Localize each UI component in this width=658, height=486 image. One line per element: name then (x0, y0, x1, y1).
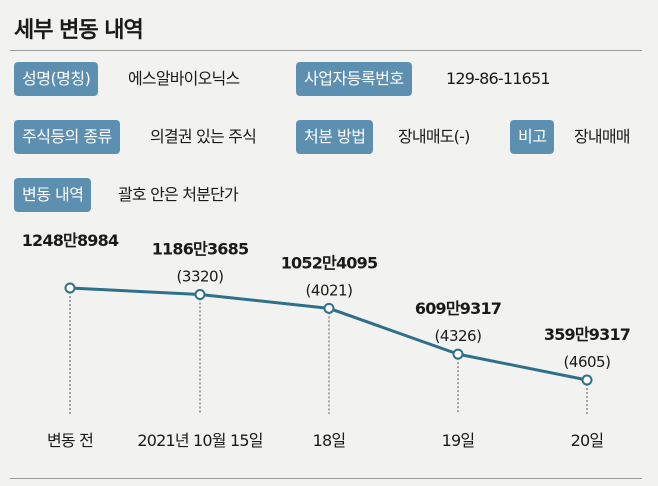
data-point (581, 374, 593, 386)
x-tick-label: 18일 (313, 431, 346, 450)
method-value: 장내매도(-) (398, 127, 470, 146)
bizno-value: 129-86-11651 (446, 69, 551, 88)
value-label: 1248만8984 (22, 231, 119, 250)
bottom-divider (10, 478, 642, 479)
bizno-label: 사업자등록번호 (296, 62, 412, 96)
price-label: (3320) (177, 267, 224, 285)
x-tick-label: 19일 (442, 431, 475, 450)
note-value: 장내매매 (574, 127, 630, 146)
price-label: (4605) (564, 353, 611, 371)
page-title: 세부 변동 내역 (14, 18, 144, 43)
name-label: 성명(명칭) (14, 62, 99, 96)
x-tick-label: 변동 전 (47, 431, 93, 450)
stock-type-value: 의결권 있는 주식 (150, 127, 257, 146)
data-point (64, 282, 76, 294)
data-point (323, 302, 335, 314)
stock-type-label: 주식등의 종류 (14, 120, 120, 154)
method-label: 처분 방법 (296, 120, 374, 154)
value-label: 1052만4095 (281, 253, 378, 272)
data-point (194, 288, 206, 300)
value-label: 609만9317 (415, 299, 501, 318)
name-value: 에스알바이오닉스 (128, 69, 240, 88)
value-label: 1186만3685 (152, 239, 249, 258)
price-label: (4021) (306, 281, 353, 299)
x-tick-label: 2021년 10월 15일 (137, 431, 262, 450)
value-label: 359만9317 (544, 325, 630, 344)
data-point (452, 348, 464, 360)
x-tick-label: 20일 (571, 431, 604, 450)
price-label: (4326) (435, 327, 482, 345)
change-value: 괄호 안은 처분단가 (118, 185, 239, 204)
change-label: 변동 내역 (14, 178, 92, 212)
note-label: 비고 (510, 120, 555, 154)
top-divider (10, 50, 642, 51)
